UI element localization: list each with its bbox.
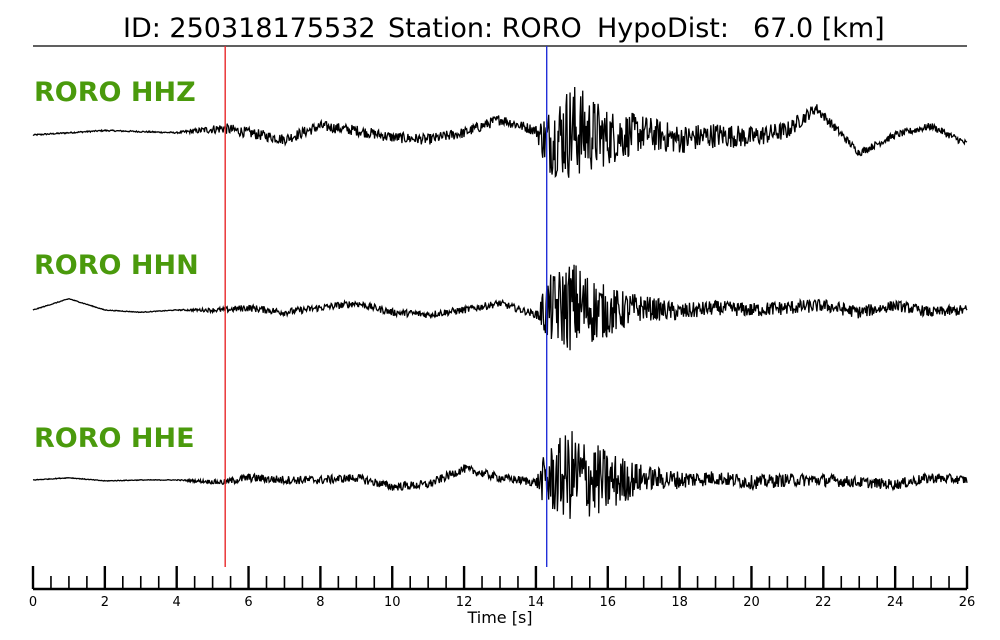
x-tick-label: 18: [671, 595, 688, 610]
trace-label-1: RORO HHZ: [34, 77, 196, 108]
x-tick-label: 12: [456, 595, 473, 610]
x-tick-label: 0: [29, 595, 37, 610]
x-tick-label: 22: [815, 595, 832, 610]
chart-title-station: Station: RORO: [388, 13, 582, 44]
trace-labels: RORO HHZ RORO HHN RORO HHE: [34, 77, 199, 454]
x-tick-label: 16: [599, 595, 616, 610]
x-tick-label: 4: [173, 595, 181, 610]
x-tick-label: 10: [384, 595, 401, 610]
x-tick-label: 24: [887, 595, 904, 610]
trace-group: [32, 86, 968, 519]
chart-title-id: ID: 250318175532: [123, 13, 376, 44]
pick-lines: [224, 46, 548, 567]
x-tick-label: 14: [528, 595, 545, 610]
x-axis-label: Time [s]: [466, 608, 532, 627]
chart-title-dist-label: HypoDist:: [597, 13, 729, 44]
x-tick-label: 2: [101, 595, 109, 610]
x-tick-label: 20: [743, 595, 760, 610]
time-axis: 0 2 4 6 8 10 12 14 16 18 20 22 24 26: [29, 566, 975, 610]
chart-title-dist-value: 67.0 [km]: [753, 13, 885, 44]
trace-line-2: [32, 264, 968, 351]
trace-line-1: [32, 86, 968, 179]
x-tick-label: 8: [316, 595, 324, 610]
x-tick-label: 26: [959, 595, 976, 610]
x-tick-label: 6: [244, 595, 252, 610]
trace-label-2: RORO HHN: [34, 250, 199, 281]
trace-label-3: RORO HHE: [34, 423, 195, 454]
trace-line-3: [32, 431, 968, 519]
